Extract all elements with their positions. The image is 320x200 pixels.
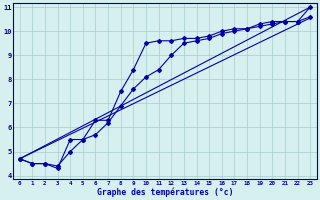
X-axis label: Graphe des températures (°c): Graphe des températures (°c) (97, 187, 233, 197)
